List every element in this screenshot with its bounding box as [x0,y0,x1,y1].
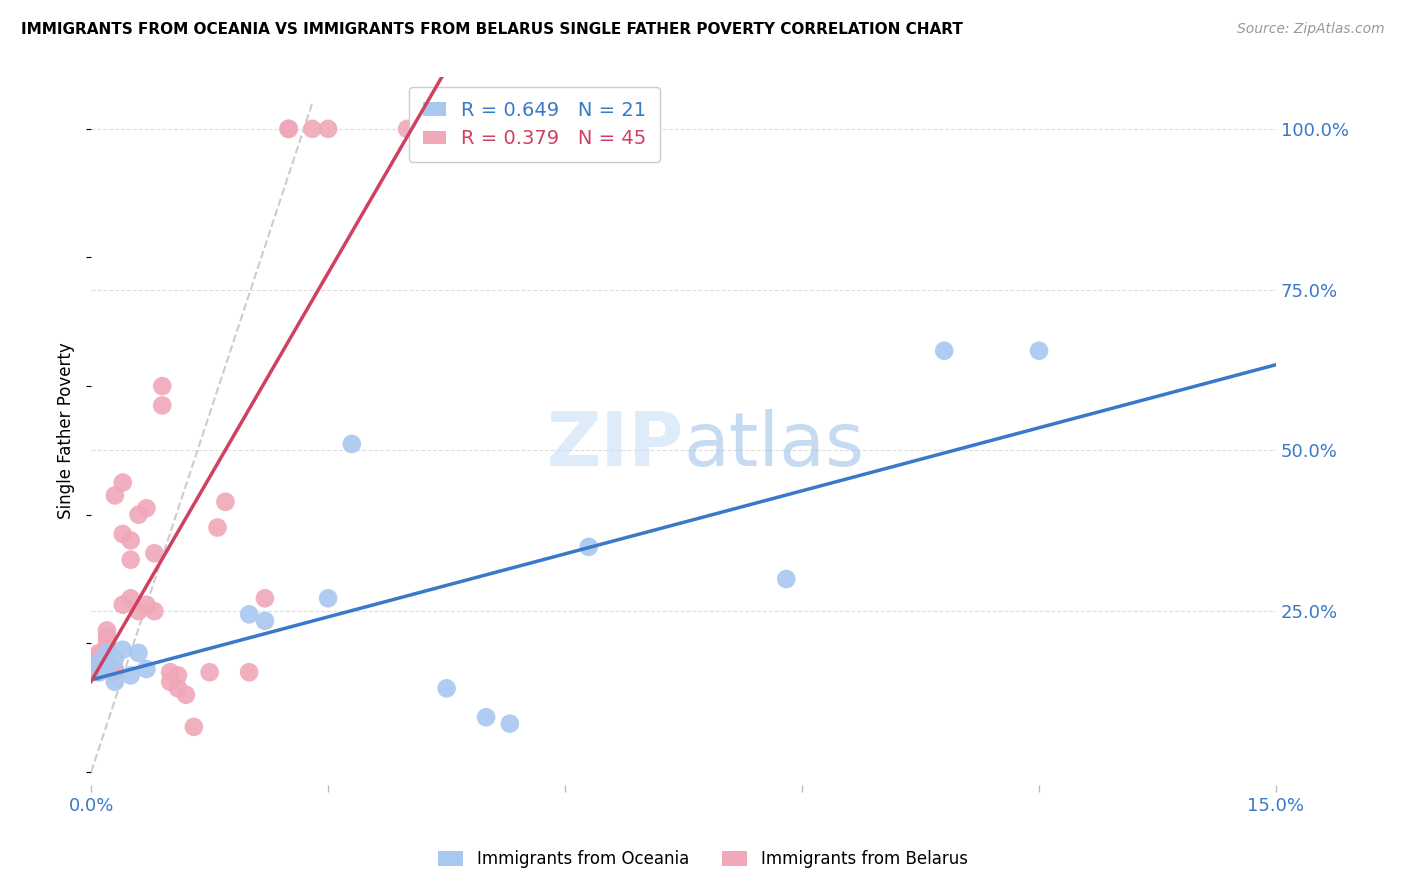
Point [87,665,110,680]
Point [238,607,260,622]
Point [316,121,339,136]
Point [436,681,458,696]
Point [253,591,276,606]
Point [135,662,157,676]
Legend: R = 0.649   N = 21, R = 0.379   N = 45: R = 0.649 N = 21, R = 0.379 N = 45 [409,87,661,162]
Point [104,662,127,676]
Point [340,437,363,451]
Point [120,552,142,566]
Point [183,720,205,734]
Point [167,681,190,696]
Point [143,546,166,560]
Point [87,656,110,670]
Point [96,662,118,676]
Point [253,614,276,628]
Point [214,495,236,509]
Text: atlas: atlas [683,409,865,482]
Point [135,598,157,612]
Point [174,688,197,702]
Point [96,636,118,650]
Point [277,121,299,136]
Point [87,649,110,664]
Point [578,540,600,554]
Point [104,488,127,502]
Point [87,662,110,676]
Point [159,665,181,680]
Point [120,533,142,548]
Point [159,674,181,689]
Point [87,652,110,666]
Text: IMMIGRANTS FROM OCEANIA VS IMMIGRANTS FROM BELARUS SINGLE FATHER POVERTY CORRELA: IMMIGRANTS FROM OCEANIA VS IMMIGRANTS FR… [21,22,963,37]
Point [96,624,118,638]
Point [934,343,956,358]
Point [475,710,498,724]
Point [120,591,142,606]
Point [120,668,142,682]
Point [96,630,118,644]
Point [316,591,339,606]
Point [396,121,419,136]
Point [135,501,157,516]
Point [1028,343,1050,358]
Point [198,665,221,680]
Point [87,665,110,680]
Point [104,652,127,666]
Point [96,658,118,673]
Y-axis label: Single Father Poverty: Single Father Poverty [58,343,75,519]
Point [111,475,134,490]
Point [775,572,797,586]
Point [104,674,127,689]
Point [207,520,229,534]
Point [87,658,110,673]
Point [111,598,134,612]
Point [96,642,118,657]
Point [301,121,323,136]
Point [499,716,522,731]
Point [104,665,127,680]
Point [87,656,110,670]
Point [111,527,134,541]
Point [128,604,150,618]
Point [96,646,118,660]
Text: ZIP: ZIP [547,409,683,482]
Text: Source: ZipAtlas.com: Source: ZipAtlas.com [1237,22,1385,37]
Point [238,665,260,680]
Point [111,642,134,657]
Point [150,379,173,393]
Point [128,508,150,522]
Point [128,646,150,660]
Legend: Immigrants from Oceania, Immigrants from Belarus: Immigrants from Oceania, Immigrants from… [432,844,974,875]
Point [167,668,190,682]
Point [277,121,299,136]
Point [150,398,173,412]
Point [87,646,110,660]
Point [143,604,166,618]
